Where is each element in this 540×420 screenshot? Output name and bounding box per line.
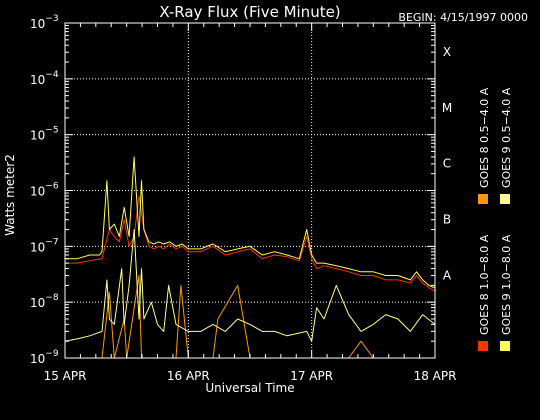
legend-swatch: [478, 341, 488, 351]
flare-class-label: C: [443, 157, 451, 171]
series-line-1: [65, 195, 436, 292]
y-tick-label: 10−7: [30, 237, 59, 254]
legend-swatch: [500, 194, 510, 204]
y-tick-labels: 10−9 10−8 10−7 10−6 10−5 10−4 10−3: [30, 14, 59, 366]
x-tick-label: 15 APR: [44, 369, 87, 383]
flare-class-label: B: [443, 212, 451, 226]
legend: GOES 8 1.0−8.0 A GOES 8 0.5−4.0 A GOES 9 1…: [478, 87, 513, 351]
flare-class-label: M: [442, 101, 452, 115]
chart-title: X-Ray Flux (Five Minute): [159, 3, 340, 21]
legend-swatch: [478, 194, 488, 204]
x-axis-label: Universal Time: [205, 381, 294, 395]
legend-label: GOES 8 0.5−4.0 A: [478, 87, 491, 188]
series-line-2: [65, 275, 435, 359]
grid: [65, 23, 435, 358]
y-tick-label: 10−4: [30, 70, 59, 87]
y-tick-label: 10−6: [30, 182, 59, 199]
plot-border: [64, 22, 436, 359]
series-lines: [64, 156, 436, 359]
legend-label: GOES 9 1.0−8.0 A: [500, 234, 513, 335]
legend-swatch: [500, 341, 510, 351]
series-line-3: [65, 156, 436, 289]
y-tick-label: 10−5: [30, 126, 59, 143]
legend-label: GOES 8 1.0−8.0 A: [478, 234, 491, 335]
x-tick-label: 16 APR: [167, 369, 210, 383]
legend-label: GOES 9 0.5−4.0 A: [500, 87, 513, 188]
x-tick-labels: 15 APR 16 APR 17 APR 18 APR: [44, 369, 457, 383]
flare-class-labels: A B C M X: [442, 45, 452, 282]
begin-date-label: BEGIN: 4/15/1997 0000: [398, 11, 528, 24]
x-tick-label: 18 APR: [414, 369, 457, 383]
y-axis-label: Watts meter2: [3, 154, 17, 236]
flare-class-label: A: [443, 268, 452, 282]
y-tick-label: 10−9: [30, 349, 59, 366]
plot-frame: [64, 22, 436, 359]
y-tick-label: 10−8: [30, 293, 59, 310]
series-line-4: [64, 229, 436, 342]
x-tick-label: 17 APR: [290, 369, 333, 383]
y-tick-label: 10−3: [30, 14, 59, 31]
flare-class-label: X: [443, 45, 451, 59]
